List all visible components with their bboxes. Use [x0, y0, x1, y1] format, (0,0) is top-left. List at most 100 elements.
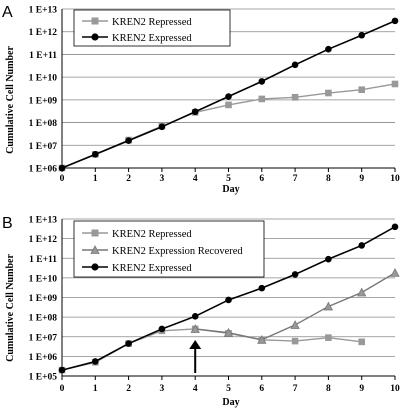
panel-a-xtick-label: 4: [193, 174, 198, 184]
panel-a-point-square: [358, 86, 365, 94]
panel-b-point-triangle: [390, 268, 400, 277]
panel-a-point-circle: [58, 164, 66, 172]
panel-a-xtick-label: 1: [93, 174, 98, 184]
panel-b-xlabel: Day: [222, 397, 239, 408]
panel-a-ytick-label: 1 E+10: [29, 74, 58, 84]
panel-b-point-circle: [92, 358, 99, 365]
panel-b-xtick-label: 6: [259, 384, 264, 394]
panel-a-point-circle: [92, 151, 99, 158]
panel-b-series-line-0: [61, 328, 362, 371]
panel-b-point-triangle: [323, 301, 334, 311]
panel-a-legend-box: [73, 9, 231, 47]
panel-a-point-circle: [391, 17, 399, 25]
panel-b-xtick-label: 3: [160, 384, 165, 394]
panel-b-ylabel: Cumulative Cell Number: [5, 254, 16, 362]
panel-a-xtick-label: 6: [259, 174, 264, 184]
panel-b-letter: B: [2, 215, 13, 232]
panel-a-xtick-label: 10: [390, 174, 400, 184]
panel-b-point-triangle: [357, 287, 367, 297]
panel-b-point-triangle: [257, 334, 267, 344]
panel-b-point-triangle: [223, 327, 234, 337]
panel-a-legend: KREN2 Repressed KREN2 Expressed: [73, 9, 231, 47]
legend-a-expressed-label: KREN2 Expressed: [112, 33, 192, 44]
panel-b-ytick-label: 1 E+12: [29, 235, 58, 245]
panel-b-point-square: [291, 337, 299, 345]
panel-a-xtick-label: 8: [326, 174, 331, 184]
panel-b-point-square: [358, 338, 365, 346]
panel-a-letter: A: [2, 4, 13, 21]
legend-b-recovered-marker: [90, 245, 100, 254]
panel-b-point-circle: [291, 271, 299, 278]
panel-a-ytick-label: 1 E+13: [29, 6, 58, 16]
panel-a-chart: 1 E+06 1 E+07 1 E+08 1 E+09 1 E+10 1 E+11 1 E+…: [29, 6, 400, 185]
panel-b-point-circle: [258, 284, 266, 292]
legend-a-repressed-label: KREN2 Repressed: [112, 17, 192, 28]
panel-b-point-triangle: [290, 320, 300, 329]
panel-a-xtick-label: 7: [293, 174, 298, 184]
panel-a-xtick-label: 5: [226, 174, 231, 184]
panel-b-xtick-label: 1: [93, 384, 98, 394]
panel-a-point-circle: [325, 45, 332, 53]
panel-b-point-circle: [158, 325, 166, 333]
panel-b-xtick-label: 7: [293, 384, 298, 394]
legend-a-expressed-marker: [91, 33, 99, 41]
panel-b-point-circle: [58, 366, 66, 374]
panel-a-ytick-label: 1 E+06: [29, 165, 58, 175]
panel-a-point-circle: [125, 137, 132, 144]
panel-a-xtick-label: 2: [126, 174, 131, 184]
panel-b-arrow-head: [189, 340, 202, 349]
panel-a-ytick-label: 1 E+07: [29, 142, 58, 152]
panel-b-chart: 1 E+05 1 E+06 1 E+07 1 E+08 1 E+09 1 E+10 1 E+…: [29, 216, 400, 395]
panel-b-legend: KREN2 Repressed KREN2 Expression Recover…: [73, 220, 265, 278]
legend-b-expressed-marker: [91, 263, 99, 271]
panel-a-point-circle: [225, 93, 232, 100]
panel-b-xtick-label: 10: [390, 384, 400, 394]
panel-b-xtick-label: 2: [126, 384, 131, 394]
panel-b-point-circle: [125, 340, 132, 347]
panel-b-ytick-label: 1 E+09: [29, 294, 58, 304]
panel-b-xtick-label: 5: [226, 384, 231, 394]
panel-a-ytick-label: 1 E+12: [29, 28, 58, 38]
panel-b-ytick-label: 1 E+08: [29, 314, 58, 324]
legend-b-repressed-marker: [91, 229, 99, 237]
panel-a-ylabel: Cumulative Cell Number: [5, 46, 16, 154]
panel-b-point-circle: [325, 255, 332, 263]
panel-a-point-circle: [358, 31, 366, 39]
panel-a-ytick-label: 1 E+08: [29, 119, 58, 129]
panel-a-xtick-label: 0: [60, 174, 65, 184]
panel-a-point-circle: [158, 123, 166, 131]
legend-a-repressed-marker: [91, 17, 99, 25]
panel-b-point-circle: [225, 296, 232, 304]
panel-b-ytick-label: 1 E+07: [29, 333, 58, 343]
panel-b-point-circle: [358, 242, 366, 249]
panel-a-ytick-label: 1 E+09: [29, 96, 58, 106]
panel-b-point-triangle: [190, 324, 200, 333]
panel-b-ytick-label: 1 E+13: [29, 216, 58, 226]
panel-b-series-line-1: [195, 272, 396, 341]
panel-b-ytick-label: 1 E+06: [29, 353, 58, 363]
panel-a-xtick-label: 3: [160, 174, 165, 184]
panel-a-point-circle: [191, 108, 199, 116]
panel-a-xtick-label: 9: [359, 174, 364, 184]
legend-b-recovered-label: KREN2 Expression Recovered: [112, 246, 243, 257]
panel-a-point-square: [391, 80, 399, 88]
panel-b-point-circle: [191, 313, 199, 320]
panel-b-xtick-label: 8: [326, 384, 331, 394]
panel-a-point-square: [225, 101, 232, 109]
panel-a-point-circle: [258, 78, 266, 85]
panel-b-xtick-label: 0: [60, 384, 65, 394]
panel-b-ytick-label: 1 E+10: [29, 274, 58, 284]
panel-b-point-circle: [391, 223, 399, 231]
panel-a-point-square: [325, 89, 332, 97]
panel-a-xlabel: Day: [222, 184, 239, 195]
panel-b-xtick-label: 9: [359, 384, 364, 394]
panel-a-point-square: [291, 93, 299, 101]
panel-a-point-square: [258, 95, 266, 103]
legend-b-repressed-label: KREN2 Repressed: [112, 229, 192, 240]
panel-b-xtick-label: 4: [193, 384, 198, 394]
panel-b-ytick-label: 1 E+11: [29, 255, 57, 265]
legend-b-expressed-label: KREN2 Expressed: [112, 263, 192, 274]
panel-b-ytick-label: 1 E+05: [29, 373, 58, 383]
panel-a-point-circle: [291, 61, 299, 69]
